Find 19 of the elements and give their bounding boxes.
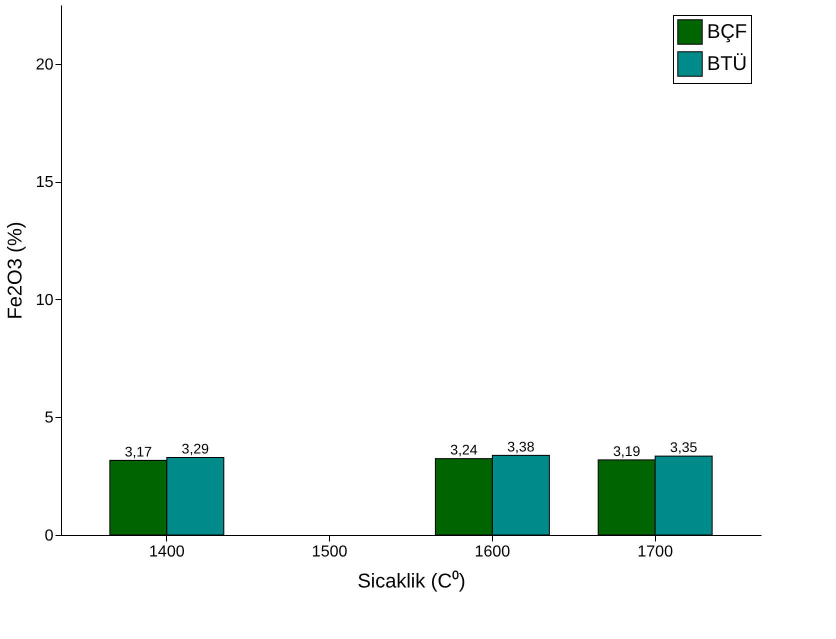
y-tick-label: 0 [44,528,54,544]
legend-label: BTÜ [707,53,747,75]
data-label: 3,19 [613,442,641,459]
y-tick-label: 10 [36,292,54,309]
x-tick-label: 1700 [637,544,674,560]
x-tick-label: 1600 [474,544,510,560]
y-axis-title: Fe2O3 (%) [4,222,27,320]
data-label: 3,38 [507,438,535,454]
data-label: 3,29 [182,440,210,456]
y-tick-label: 20 [36,56,54,74]
y-tick-label: 15 [36,174,54,192]
x-axis-title: Sicaklik (C⁰) [357,570,466,592]
data-label: 3,35 [670,439,698,456]
x-tick-label: 1400 [149,544,185,560]
x-tick-label: 1500 [312,544,348,560]
data-label: 3,24 [450,442,478,458]
y-tick-label: 5 [44,410,54,427]
data-label: 3,17 [124,443,152,460]
legend-label: BÇF [707,21,747,43]
